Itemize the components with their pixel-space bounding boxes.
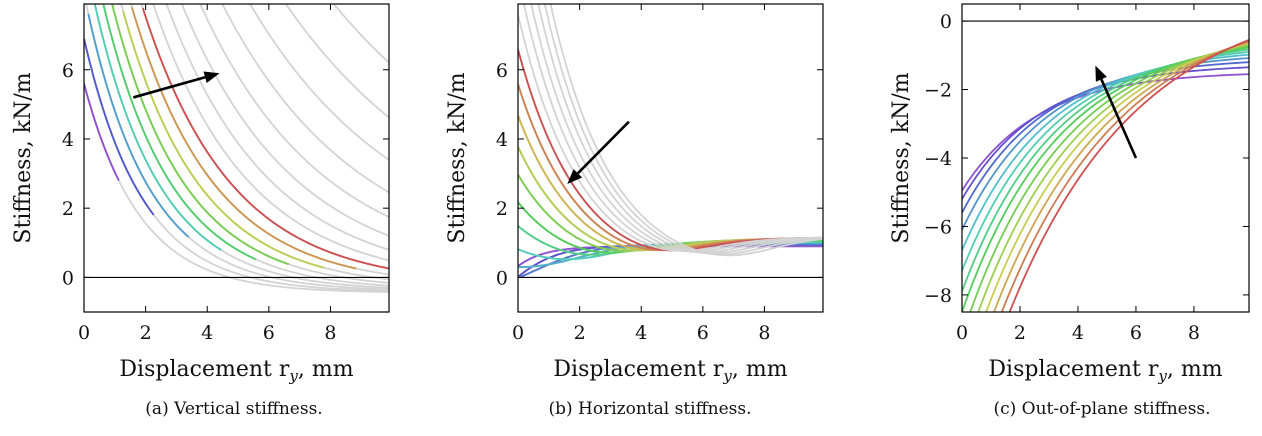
y-axis-label: Stiffness, kN/m [889, 72, 914, 243]
x-tick-label: 8 [758, 322, 770, 344]
y-tick-label: 0 [496, 267, 508, 289]
series-line-highlight [93, 4, 222, 251]
series-line [221, 4, 389, 194]
series-line-highlight [122, 11, 324, 269]
x-axis-label-sub: y [288, 367, 298, 385]
series-line-highlight [102, 4, 257, 261]
series-line-highlight [131, 7, 357, 270]
curve-group [84, 4, 389, 293]
panel-caption: (c) Out-of-plane stiffness. [993, 399, 1210, 419]
series-line-highlight [84, 83, 120, 182]
series-line [199, 4, 389, 218]
x-tick-label: 6 [1130, 322, 1142, 344]
plot-frame [517, 3, 824, 313]
x-tick-label: 4 [201, 322, 213, 344]
series-line [543, 4, 823, 256]
series-line [165, 4, 389, 251]
y-tick-label: 6 [62, 60, 74, 82]
x-axis-label-sub: y [722, 367, 732, 385]
y-tick-label: −8 [924, 285, 952, 307]
series-line [102, 4, 389, 287]
panel-caption: (a) Vertical stiffness. [145, 399, 322, 419]
y-tick-label: −4 [924, 148, 952, 170]
x-axis-label: Displacement ry, mm [553, 357, 787, 385]
x-tick-label: 2 [574, 322, 586, 344]
curve-group [962, 39, 1249, 312]
trend-arrow-shaft [132, 76, 206, 99]
y-tick-label: 0 [940, 11, 952, 33]
series-line [518, 146, 823, 252]
series-line [84, 83, 389, 293]
x-axis-label: Displacement ry, mm [119, 357, 353, 385]
y-tick-label: 4 [496, 129, 508, 151]
series-line-highlight [87, 13, 190, 238]
series-line [993, 41, 1249, 312]
series-line [130, 4, 389, 276]
series-line-highlight [84, 38, 155, 216]
x-axis-label-unit: , mm [298, 357, 354, 382]
series-line-highlight [518, 146, 823, 252]
y-tick-label: 4 [62, 129, 74, 151]
plot-frame [83, 3, 390, 313]
x-axis-label-main: Displacement r [119, 357, 289, 382]
y-tick-label: 6 [496, 60, 508, 82]
x-tick-label: 4 [1072, 322, 1084, 344]
x-axis-label-unit: , mm [1167, 357, 1223, 382]
series-line [249, 4, 389, 161]
x-tick-label: 0 [512, 322, 524, 344]
x-axis-label-unit: , mm [732, 357, 788, 382]
x-axis-label: Displacement ry, mm [988, 357, 1222, 385]
series-line [530, 4, 823, 254]
y-tick-label: 0 [62, 267, 74, 289]
x-tick-label: 8 [1188, 322, 1200, 344]
y-axis-label: Stiffness, kN/m [11, 72, 36, 243]
y-tick-label: −6 [924, 216, 952, 238]
series-line [93, 4, 389, 289]
panel-vertical-stiffness: 0 2 4 6 8 0 2 4 6 Stiffness, kN/m Displacement ry,… [11, 3, 390, 419]
x-axis-label-main: Displacement r [553, 357, 723, 382]
series-line [284, 4, 389, 119]
x-tick-label: 8 [324, 322, 336, 344]
x-tick-label: 0 [956, 322, 968, 344]
y-tick-label: 2 [496, 198, 508, 220]
series-line [332, 4, 389, 64]
panel-out-of-plane-stiffness: 0 2 4 6 8 0 −2 −4 −6 −8 Stiffness, kN/m Displacemen… [889, 3, 1250, 419]
series-line [549, 4, 823, 257]
x-tick-label: 6 [697, 322, 709, 344]
series-line [518, 83, 823, 252]
series-line [152, 4, 389, 262]
curve-group [518, 4, 823, 280]
panel-caption: (b) Horizontal stiffness. [548, 399, 751, 419]
series-line [140, 4, 389, 270]
trend-arrow-head [1095, 65, 1107, 82]
y-tick-label: 2 [62, 198, 74, 220]
trend-arrow-head [567, 169, 583, 184]
series-line-highlight [141, 7, 389, 270]
x-tick-label: 2 [140, 322, 152, 344]
x-tick-label: 4 [635, 322, 647, 344]
series-line [1000, 40, 1249, 312]
y-axis-label: Stiffness, kN/m [445, 72, 470, 243]
trend-arrow-shaft [576, 120, 630, 175]
series-line-highlight [518, 83, 823, 252]
series-line [537, 4, 823, 255]
trend-arrow-shaft [1100, 78, 1138, 159]
trend-arrow-head [203, 71, 220, 84]
x-axis-label-main: Displacement r [988, 357, 1158, 382]
panel-horizontal-stiffness: 0 2 4 6 8 0 2 4 6 Stiffness, kN/m Displacement ry,… [445, 3, 824, 419]
x-tick-label: 0 [78, 322, 90, 344]
series-line-highlight [111, 4, 290, 266]
x-axis-label-sub: y [1157, 367, 1167, 385]
y-tick-label: −2 [924, 80, 952, 102]
x-tick-label: 6 [263, 322, 275, 344]
x-tick-label: 2 [1014, 322, 1026, 344]
series-line [180, 4, 389, 237]
series-line [522, 4, 823, 253]
series-line [985, 42, 1249, 312]
